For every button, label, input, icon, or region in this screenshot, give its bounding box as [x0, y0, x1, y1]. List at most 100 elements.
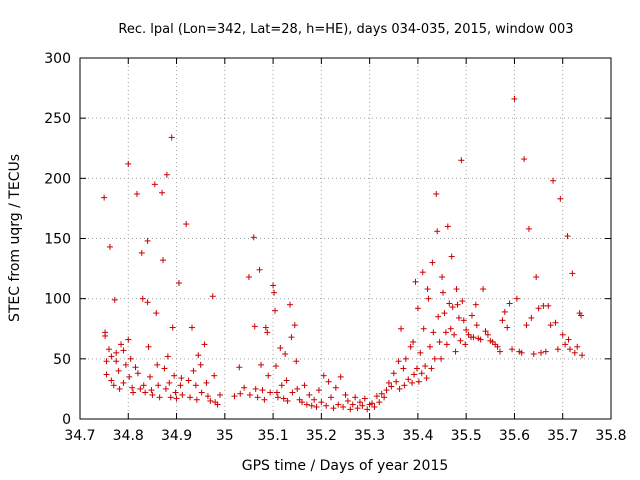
- data-point: [251, 323, 258, 330]
- data-point: [129, 384, 136, 391]
- data-point: [259, 387, 266, 394]
- data-point: [509, 346, 516, 353]
- data-point: [168, 134, 175, 141]
- data-point: [145, 343, 152, 350]
- data-point: [284, 397, 291, 404]
- data-point: [274, 394, 281, 401]
- data-point: [359, 402, 366, 409]
- x-tick-labels: 34.7 34.8 34.9 35 35.1 35.2 35.3 35.4 35.5 35.6 35…: [64, 428, 626, 444]
- data-point: [195, 352, 202, 359]
- data-point: [402, 355, 409, 362]
- data-point: [480, 286, 487, 293]
- data-point: [424, 286, 431, 293]
- data-points: [101, 95, 586, 413]
- data-point: [261, 396, 268, 403]
- data-point: [472, 301, 479, 308]
- data-point: [504, 324, 511, 331]
- data-point: [417, 349, 424, 356]
- data-point: [201, 341, 208, 348]
- data-point: [209, 293, 216, 300]
- data-point: [258, 361, 265, 368]
- x-tick-label: 34.7: [64, 428, 95, 444]
- data-point: [178, 375, 185, 382]
- data-point: [288, 334, 295, 341]
- data-point: [433, 190, 440, 197]
- data-point: [566, 346, 573, 353]
- data-point: [373, 393, 380, 400]
- data-point: [252, 385, 259, 392]
- data-point: [414, 305, 421, 312]
- y-tick-label: 300: [44, 51, 71, 67]
- data-point: [521, 156, 528, 163]
- data-point: [328, 394, 335, 401]
- x-tick-label: 34.8: [113, 428, 144, 444]
- x-tick-label: 35.2: [306, 428, 337, 444]
- data-point: [293, 358, 300, 365]
- data-point: [120, 347, 127, 354]
- data-point: [306, 391, 313, 398]
- data-point: [325, 378, 332, 385]
- data-point: [426, 343, 433, 350]
- data-point: [154, 361, 161, 368]
- data-point: [405, 376, 412, 383]
- data-point: [371, 403, 378, 410]
- data-point: [511, 95, 518, 102]
- data-point: [460, 317, 467, 324]
- x-tick-label: 35.1: [258, 428, 289, 444]
- data-point: [116, 385, 123, 392]
- data-point: [411, 371, 418, 378]
- data-point: [185, 377, 192, 384]
- data-point: [237, 390, 244, 397]
- data-point: [138, 249, 145, 256]
- data-point: [354, 405, 361, 412]
- data-point: [545, 302, 552, 309]
- data-point: [356, 399, 363, 406]
- y-tick-labels: 0 50 100 150 200 250 300: [44, 51, 71, 428]
- data-point: [175, 280, 182, 287]
- data-point: [254, 394, 261, 401]
- data-point: [451, 331, 458, 338]
- data-point: [151, 181, 158, 188]
- data-point: [311, 396, 318, 403]
- data-point: [565, 336, 572, 343]
- data-point: [388, 383, 395, 390]
- data-point: [303, 401, 310, 408]
- data-point: [272, 307, 279, 314]
- data-point: [412, 278, 419, 285]
- data-point: [447, 325, 454, 332]
- data-point: [564, 233, 571, 240]
- data-point: [108, 377, 115, 384]
- data-point: [463, 326, 470, 333]
- data-point: [436, 338, 443, 345]
- data-point: [207, 397, 214, 404]
- data-point: [499, 317, 506, 324]
- data-point: [369, 400, 376, 407]
- data-point: [434, 228, 441, 235]
- data-point: [335, 401, 342, 408]
- data-point: [494, 343, 501, 350]
- data-point: [473, 322, 480, 329]
- data-point: [332, 384, 339, 391]
- data-point: [569, 270, 576, 277]
- data-point: [440, 289, 447, 296]
- data-point: [113, 349, 120, 356]
- data-point: [318, 399, 325, 406]
- data-point: [484, 331, 491, 338]
- data-point: [352, 394, 359, 401]
- data-point: [294, 385, 301, 392]
- data-point: [420, 325, 427, 332]
- data-point: [313, 403, 320, 410]
- data-point: [407, 343, 414, 350]
- data-point: [183, 221, 190, 228]
- data-point: [418, 370, 425, 377]
- data-point: [115, 367, 122, 374]
- data-point: [513, 295, 520, 302]
- data-point: [203, 379, 210, 386]
- data-point: [501, 308, 508, 315]
- data-point: [525, 225, 532, 232]
- data-point: [457, 337, 464, 344]
- data-point: [144, 299, 151, 306]
- x-tick-label: 35.5: [451, 428, 482, 444]
- x-tick-label: 35.4: [402, 428, 433, 444]
- data-point: [272, 363, 279, 370]
